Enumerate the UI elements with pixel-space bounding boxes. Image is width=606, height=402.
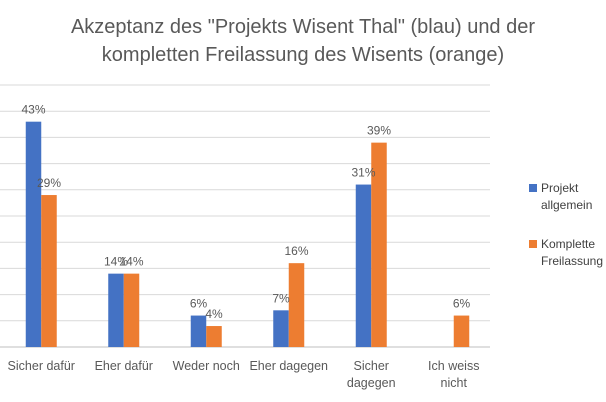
data-label: 4% <box>205 307 223 321</box>
bars <box>25 121 470 348</box>
data-label: 6% <box>453 297 471 311</box>
legend-swatch <box>529 240 537 248</box>
data-label: 6% <box>190 297 208 311</box>
legend-label: allgemein <box>541 198 592 212</box>
category-label: Eher dafür <box>95 359 153 373</box>
bar-projekt <box>25 121 42 348</box>
bar-freilassung <box>288 263 305 347</box>
category-label: Weder noch <box>173 359 240 373</box>
chart-title-line: Akzeptanz des "Projekts Wisent Thal" (bl… <box>71 16 535 38</box>
data-label: 7% <box>272 291 290 305</box>
bar-freilassung <box>371 142 387 347</box>
data-label: 39% <box>367 124 391 138</box>
bar-freilassung <box>206 326 222 347</box>
category-label: dagegen <box>347 376 396 390</box>
bar-freilassung <box>453 315 470 347</box>
legend-label: Komplette <box>541 237 595 251</box>
bar-projekt <box>190 315 207 347</box>
legend: Projekt allgemein Komplette Freilassung <box>529 181 603 268</box>
bar-projekt <box>273 310 289 347</box>
data-label: 16% <box>284 244 308 258</box>
data-labels: 43%29%14%14%6%4%7%16%31%39%6% <box>21 103 470 321</box>
category-label: nicht <box>441 376 468 390</box>
bar-freilassung <box>41 195 57 347</box>
data-label: 29% <box>37 176 61 190</box>
data-label: 14% <box>119 255 143 269</box>
gridlines <box>0 84 490 348</box>
data-label: 43% <box>21 103 45 117</box>
legend-swatch <box>529 184 537 192</box>
category-labels: Sicher dafür Eher dafür Weder noch Eher dag… <box>8 359 480 390</box>
legend-label: Freilassung <box>541 254 603 268</box>
chart-title: Akzeptanz des "Projekts Wisent Thal" (bl… <box>71 16 535 66</box>
category-label: Sicher <box>354 359 389 373</box>
chart-title-line: kompletten Freilassung des Wisents (oran… <box>102 44 504 66</box>
data-label: 31% <box>351 166 375 180</box>
category-label: Ich weiss <box>428 359 479 373</box>
bar-freilassung <box>123 273 140 347</box>
bar-projekt <box>108 273 124 347</box>
category-label: Sicher dafür <box>8 359 75 373</box>
data-label: 14% <box>104 255 128 269</box>
bar-projekt <box>355 184 372 347</box>
category-label: Eher dagegen <box>249 359 328 373</box>
legend-label: Projekt <box>541 181 579 195</box>
